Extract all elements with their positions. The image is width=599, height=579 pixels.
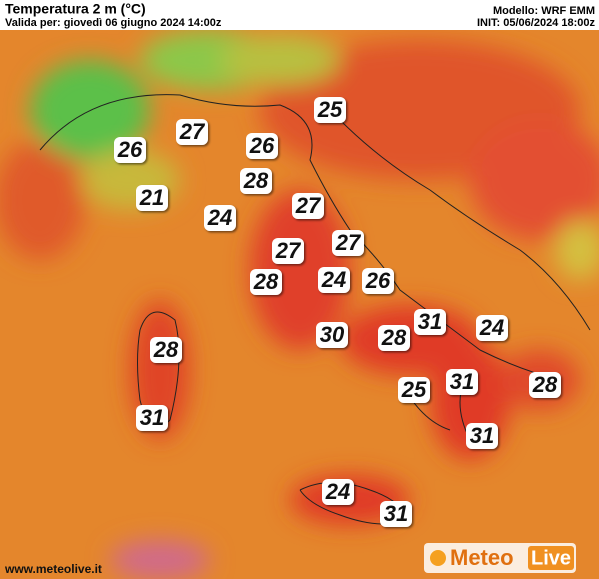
subtitle: Valida per: giovedì 06 giugno 2024 14:00…: [5, 17, 222, 29]
temperature-label: 30: [316, 322, 348, 348]
temperature-label: 28: [378, 325, 410, 351]
temperature-label: 25: [314, 97, 346, 123]
label-value: 28: [381, 325, 407, 350]
title: Temperatura 2 m (°C): [5, 1, 146, 17]
temperature-label: 28: [240, 168, 272, 194]
temperature-label: 25: [398, 377, 430, 403]
label-box: [378, 325, 410, 351]
label-value: 28: [253, 269, 279, 294]
label-value: 27: [179, 119, 206, 144]
label-value: 24: [321, 267, 346, 292]
label-value: 27: [295, 193, 322, 218]
label-value: 21: [139, 185, 164, 210]
temperature-label: 24: [476, 315, 508, 341]
label-box: [136, 405, 168, 431]
label-value: 28: [532, 372, 558, 397]
label-value: 26: [365, 268, 391, 293]
temperature-label: 26: [246, 133, 278, 159]
label-value: 31: [384, 501, 408, 526]
label-value: 31: [140, 405, 164, 430]
temperature-label: 31: [466, 423, 498, 449]
logo-sun: [430, 550, 446, 566]
logo-live: Live: [531, 547, 571, 569]
label-value: 24: [207, 205, 232, 230]
temperature-label: 27: [176, 119, 208, 145]
temperature-label: 26: [114, 137, 146, 163]
label-value: 27: [335, 230, 362, 255]
label-box: [398, 377, 430, 403]
website: www.meteolive.it: [4, 562, 102, 576]
temperature-label: 21: [136, 185, 168, 211]
label-box: [318, 267, 350, 293]
temperature-label: 27: [292, 193, 324, 219]
label-value: 24: [325, 479, 350, 504]
label-box: [380, 501, 412, 527]
temperature-label: 27: [272, 238, 304, 264]
label-value: 31: [470, 423, 494, 448]
label-value: 27: [275, 238, 302, 263]
label-value: 26: [117, 137, 143, 162]
logo-meteo: Meteo: [450, 545, 514, 570]
label-value: 28: [243, 168, 269, 193]
label-box: [466, 423, 498, 449]
label-box: [240, 168, 272, 194]
label-box: [250, 269, 282, 295]
label-box: [136, 185, 168, 211]
label-box: [150, 337, 182, 363]
logo: Meteo Live: [424, 543, 576, 573]
label-box: [414, 309, 446, 335]
temperature-label: 28: [529, 372, 561, 398]
label-box: [246, 133, 278, 159]
temperature-label: 27: [332, 230, 364, 256]
temperature-label: 24: [322, 479, 354, 505]
model: Modello: WRF EMM: [493, 5, 595, 17]
temperature-label: 31: [446, 369, 478, 395]
temperature-label: 24: [204, 205, 236, 231]
temperature-label: 31: [414, 309, 446, 335]
label-box: [204, 205, 236, 231]
temperature-label: 24: [318, 267, 350, 293]
label-value: 24: [479, 315, 504, 340]
init: INIT: 05/06/2024 18:00z: [477, 17, 596, 29]
label-value: 31: [450, 369, 474, 394]
label-box: [272, 238, 304, 264]
label-box: [362, 268, 394, 294]
label-value: 25: [401, 377, 427, 402]
label-box: [529, 372, 561, 398]
label-box: [476, 315, 508, 341]
temperature-label: 31: [380, 501, 412, 527]
logo-live-box: [528, 546, 574, 570]
temperature-label: 28: [250, 269, 282, 295]
label-value: 26: [249, 133, 275, 158]
label-value: 28: [153, 337, 179, 362]
label-box: [446, 369, 478, 395]
temperature-label: 28: [150, 337, 182, 363]
label-box: [114, 137, 146, 163]
label-box: [332, 230, 364, 256]
temperature-label: 26: [362, 268, 394, 294]
label-box: [292, 193, 324, 219]
label-value: 31: [418, 309, 442, 334]
label-box: [322, 479, 354, 505]
temperature-label: 31: [136, 405, 168, 431]
label-box: [176, 119, 208, 145]
label-box: [314, 97, 346, 123]
header-bar: [0, 0, 599, 30]
label-value: 30: [320, 322, 345, 347]
label-value: 25: [317, 97, 343, 122]
label-box: [316, 322, 348, 348]
